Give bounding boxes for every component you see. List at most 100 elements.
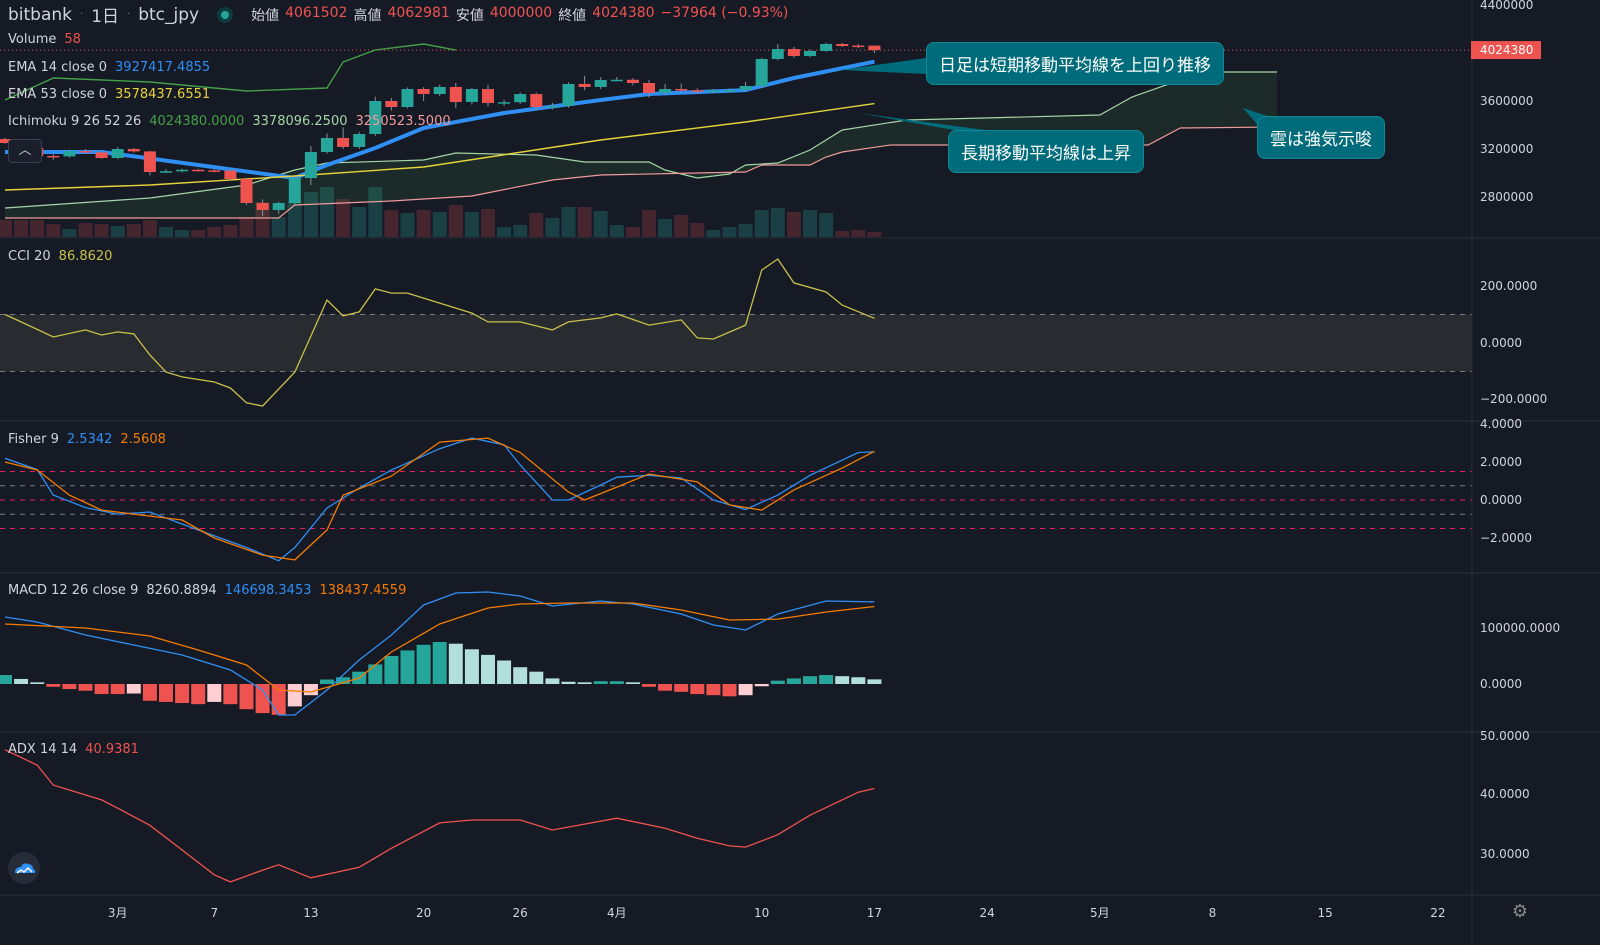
- volume-bar: [722, 227, 737, 237]
- time-tick-label: 17: [867, 906, 882, 920]
- legend-label: Volume: [8, 32, 57, 47]
- candle: [804, 49, 816, 58]
- candle: [723, 88, 736, 92]
- candle: [659, 83, 672, 95]
- candle: [546, 102, 559, 110]
- high-label: 高値: [353, 7, 382, 24]
- macd-histogram-bar: [287, 684, 302, 707]
- volume-bar: [609, 225, 624, 237]
- high-value: 4062981: [387, 4, 450, 21]
- close-value: 4024380: [592, 4, 655, 21]
- time-tick-label: 8: [1209, 906, 1217, 920]
- volume-bar: [0, 220, 12, 237]
- macd-histogram-bar: [497, 660, 512, 684]
- legend-value: 3927417.4855: [115, 60, 211, 75]
- macd-histogram-bar: [94, 684, 109, 695]
- candle: [530, 92, 543, 111]
- macd-histogram-bar: [529, 671, 544, 684]
- volume-bar: [207, 227, 222, 237]
- time-tick-label: 22: [1430, 906, 1445, 920]
- macd-histogram-bar: [770, 680, 785, 684]
- collapse-legend-button[interactable]: ︿: [8, 139, 42, 163]
- fisher-line: [4, 437, 875, 562]
- candle-body: [127, 148, 140, 152]
- legend-value: 3378096.2500: [252, 114, 348, 129]
- volume-bar: [368, 187, 383, 237]
- volume-bar: [529, 213, 544, 237]
- macd-histogram-bar: [14, 678, 29, 684]
- price-tick-label: 4400000: [1480, 0, 1533, 12]
- legend-cci[interactable]: CCI 20 86.8620: [8, 249, 112, 264]
- volume-bar: [30, 220, 45, 237]
- candle: [739, 81, 752, 92]
- symbol[interactable]: btc_jpy: [138, 4, 200, 25]
- candle: [63, 149, 76, 158]
- candle: [643, 79, 655, 98]
- volume-bar: [706, 230, 721, 237]
- volume-bar: [867, 232, 882, 237]
- candle-body: [224, 170, 237, 179]
- volume-bar: [448, 205, 463, 237]
- time-tick-label: 24: [979, 906, 994, 920]
- volume-bar: [271, 217, 286, 237]
- legend-label: Fisher 9: [8, 432, 59, 447]
- legend-ema14[interactable]: EMA 14 close 0 3927417.4855: [8, 60, 210, 75]
- candle: [47, 153, 60, 160]
- candle: [176, 168, 189, 173]
- annotation-cloud[interactable]: 雲は強気示唆: [1257, 116, 1385, 159]
- candle-body: [820, 43, 833, 51]
- candle-body: [95, 152, 108, 158]
- legend-ema53[interactable]: EMA 53 close 0 3578437.6551: [8, 87, 210, 102]
- legend-value: 146698.3453: [224, 583, 312, 598]
- macd-histogram-bar: [110, 684, 125, 695]
- macd-histogram-bar: [609, 681, 624, 684]
- volume-bar: [142, 220, 157, 237]
- legend-label: Ichimoku 9 26 52 26: [8, 114, 142, 129]
- macd-histogram-bar: [513, 667, 528, 684]
- macd-histogram-bar: [577, 682, 592, 684]
- macd-histogram-bar: [593, 681, 608, 684]
- legend-fisher[interactable]: Fisher 9 2.5342 2.5608: [8, 432, 166, 447]
- candle-body: [610, 79, 623, 82]
- volume-bar: [126, 223, 141, 237]
- volume-bar: [674, 215, 689, 237]
- macd-histogram-bar: [432, 642, 447, 684]
- candle: [224, 169, 237, 181]
- annotation-long-ema[interactable]: 長期移動平均線は上昇: [948, 130, 1144, 173]
- candle: [868, 45, 881, 53]
- candle: [256, 199, 269, 217]
- volume-bar: [255, 202, 270, 237]
- legend-adx[interactable]: ADX 14 14 40.9381: [8, 742, 139, 757]
- candle: [321, 133, 333, 154]
- ema53-line: [4, 102, 875, 191]
- macd-histogram-bar: [142, 684, 157, 701]
- macd-histogram-bar: [658, 684, 673, 691]
- interval[interactable]: 1日: [91, 7, 120, 27]
- candle: [610, 76, 623, 82]
- legend-volume[interactable]: Volume 58: [8, 32, 81, 47]
- macd-line: [4, 591, 875, 716]
- candle-body: [771, 49, 784, 59]
- callout-pointer: [858, 113, 1000, 132]
- candle: [755, 57, 768, 88]
- macd-histogram-bar: [625, 682, 640, 684]
- time-tick-label: 26: [513, 906, 528, 920]
- annotation-short-ema[interactable]: 日足は短期移動平均線を上回り推移: [926, 42, 1224, 85]
- legend-macd[interactable]: MACD 12 26 close 9 8260.8894 146698.3453…: [8, 583, 406, 598]
- gear-icon[interactable]: ⚙: [1511, 901, 1529, 922]
- legend-ichimoku[interactable]: Ichimoku 9 26 52 26 4024380.0000 3378096…: [8, 114, 451, 129]
- macd-histogram-bar: [561, 681, 576, 684]
- volume-bar: [658, 218, 673, 237]
- candle-body: [739, 85, 752, 90]
- candle: [288, 176, 301, 205]
- candle-body: [659, 88, 672, 93]
- logo[interactable]: [8, 852, 40, 884]
- macd-histogram-bar: [803, 676, 817, 684]
- candle-body: [804, 50, 816, 56]
- open-label: 始値: [251, 7, 280, 24]
- candle-body: [707, 90, 720, 93]
- fisher-tick-label: 2.0000: [1480, 455, 1522, 469]
- volume-bar: [545, 218, 560, 237]
- chikou-line: [4, 43, 456, 101]
